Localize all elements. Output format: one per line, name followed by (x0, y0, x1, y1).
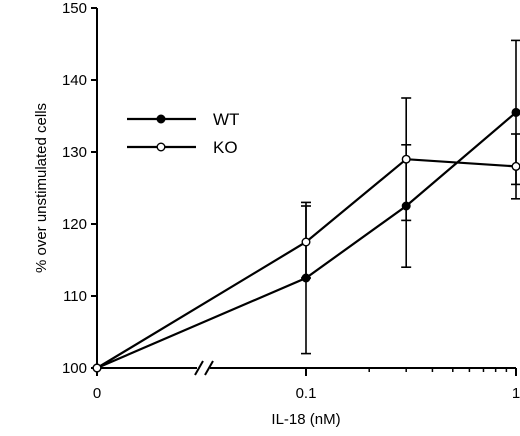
x-tick-label: 1 (512, 385, 520, 402)
legend-marker (156, 142, 166, 152)
axes (96, 8, 516, 376)
series-group (92, 39, 520, 373)
data-point (511, 107, 520, 117)
legend-label: KO (213, 138, 238, 157)
data-point (401, 154, 411, 164)
legend-label: WT (213, 110, 239, 129)
data-point (301, 237, 311, 247)
x-axis-ticks: 0 0.1 1 (93, 368, 520, 402)
y-axis-label: % over unstimulated cells (33, 103, 50, 273)
y-tick-label: 100 (62, 360, 87, 377)
x-tick-label: 0 (93, 385, 101, 402)
y-tick-label: 110 (63, 288, 87, 305)
x-axis-label: IL-18 (nM) (271, 411, 340, 428)
series-line (96, 158, 517, 369)
legend: WT KO (127, 110, 239, 157)
y-tick-label: 130 (62, 144, 87, 161)
y-tick-label: 120 (62, 216, 87, 233)
x-tick-label: 0.1 (296, 385, 317, 402)
series-ko (92, 97, 520, 373)
y-axis-ticks: 100 110 120 130 140 150 (62, 0, 97, 377)
data-point (511, 161, 520, 171)
axis-break-mark (194, 360, 204, 376)
series-line (96, 111, 517, 370)
data-point (92, 363, 102, 373)
legend-marker (156, 114, 166, 124)
y-tick-label: 140 (62, 72, 87, 89)
axis-break-mark (204, 360, 214, 376)
y-tick-label: 150 (62, 0, 87, 17)
